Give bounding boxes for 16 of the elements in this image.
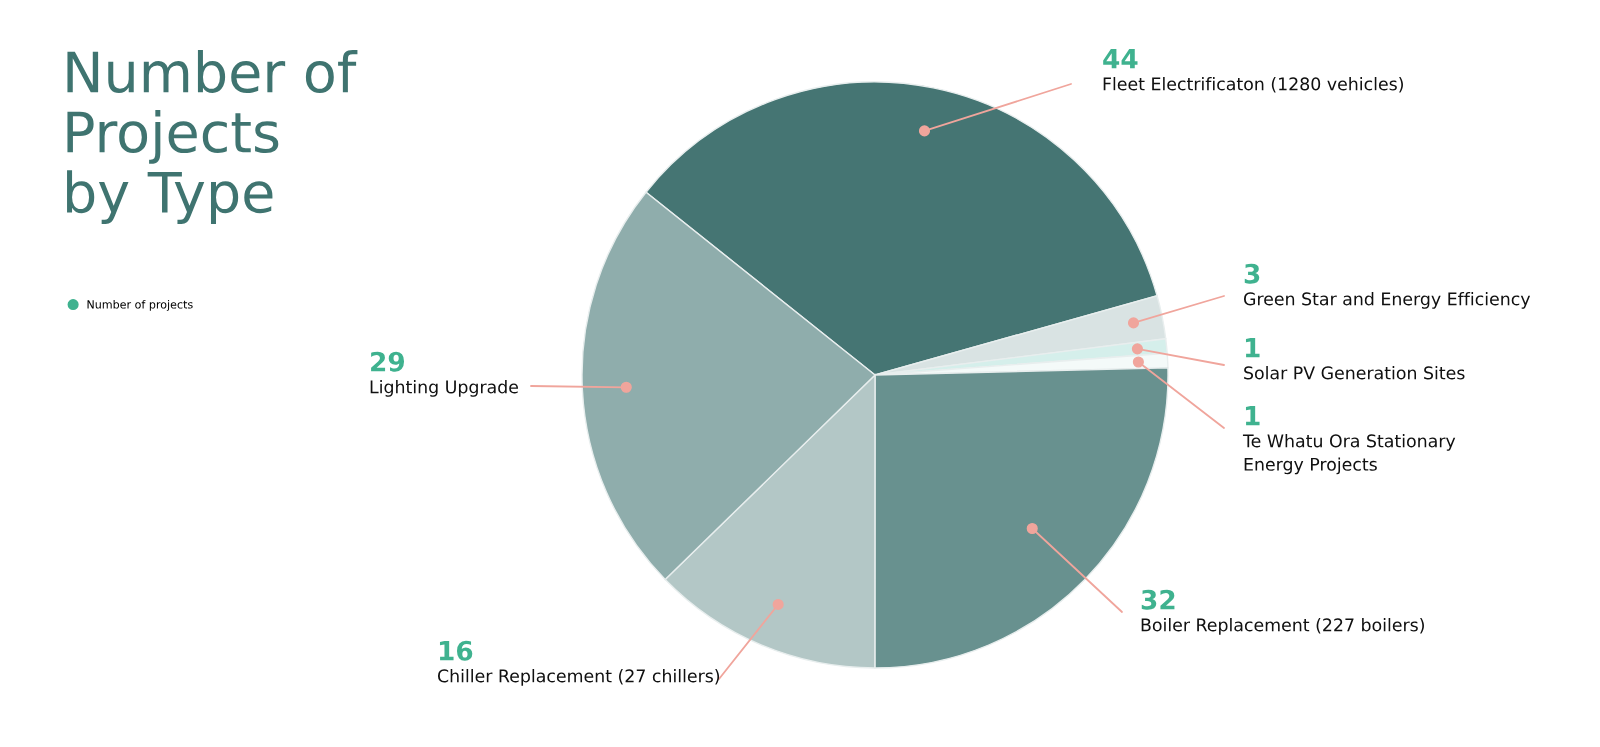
data-label: 16 [439,640,473,661]
data-label: 1 [1245,406,1260,426]
slice-label: Green Star and Energy Efficiency [1243,292,1531,309]
data-label: 32 [1141,589,1175,610]
slice-label: Te Whatu Ora Stationary Energy Projects [1242,434,1456,475]
slice-label: Lighting Upgrade [370,380,518,397]
slice-label: Solar PV Generation Sites [1244,366,1465,380]
slice-label: Chiller Replacement (27 chillers) [437,669,720,686]
data-label: 29 [371,351,405,372]
data-label: 44 [1103,49,1138,69]
text: Number of Projects by Type [67,50,358,224]
data-label: 3 [1244,263,1260,284]
slice-label: Fleet Electrificaton (1280 vehicles) [1103,77,1403,93]
slice-label: Boiler Replacement (227 boilers) [1141,618,1424,635]
slice-label: Number of projects [87,300,193,311]
data-label: 1 [1245,338,1260,358]
